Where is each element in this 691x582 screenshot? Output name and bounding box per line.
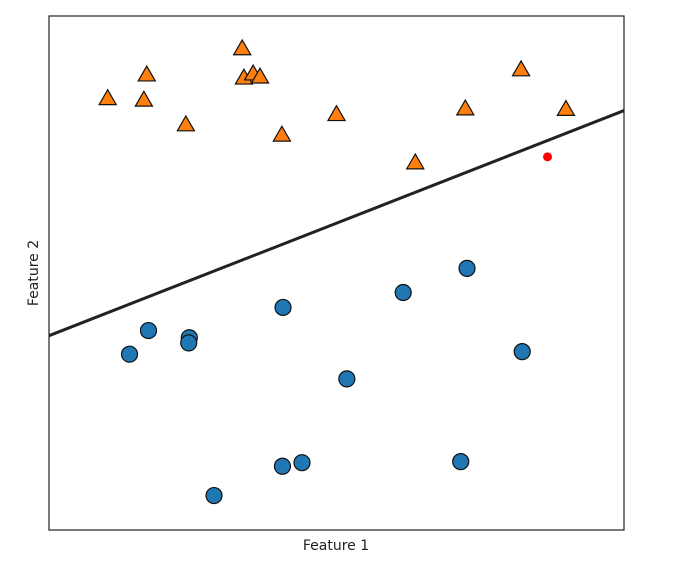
triangle-point-1	[134, 90, 154, 107]
circle-point-7	[293, 454, 311, 472]
triangle-point-0	[98, 88, 118, 106]
triangle-point-8	[272, 125, 292, 142]
plot-area-frame	[48, 15, 625, 531]
triangle-point-7	[250, 66, 270, 84]
decision-boundary-line	[48, 109, 625, 338]
triangle-point-12	[511, 59, 531, 77]
circle-point-0	[120, 345, 139, 363]
circle-point-6	[274, 298, 292, 317]
triangle-point-13	[556, 99, 576, 116]
y-axis-label: Feature 2	[26, 240, 42, 306]
circle-point-5	[273, 457, 292, 475]
circle-point-4	[205, 486, 223, 505]
circle-point-9	[394, 283, 412, 302]
circle-point-11	[458, 259, 476, 277]
triangle-point-9	[326, 104, 347, 122]
circle-point-3	[180, 334, 198, 352]
circle-point-8	[338, 370, 356, 388]
query-point	[543, 152, 553, 162]
circle-point-1	[139, 321, 158, 340]
triangle-point-2	[137, 64, 157, 82]
circle-point-12	[513, 343, 531, 361]
chart-marks	[48, 38, 625, 505]
triangle-point-4	[232, 38, 252, 56]
triangle-point-11	[455, 98, 475, 116]
triangle-point-3	[176, 114, 196, 132]
triangle-point-10	[405, 152, 425, 170]
circle-point-10	[452, 453, 470, 471]
x-axis-label: Feature 1	[303, 538, 369, 554]
